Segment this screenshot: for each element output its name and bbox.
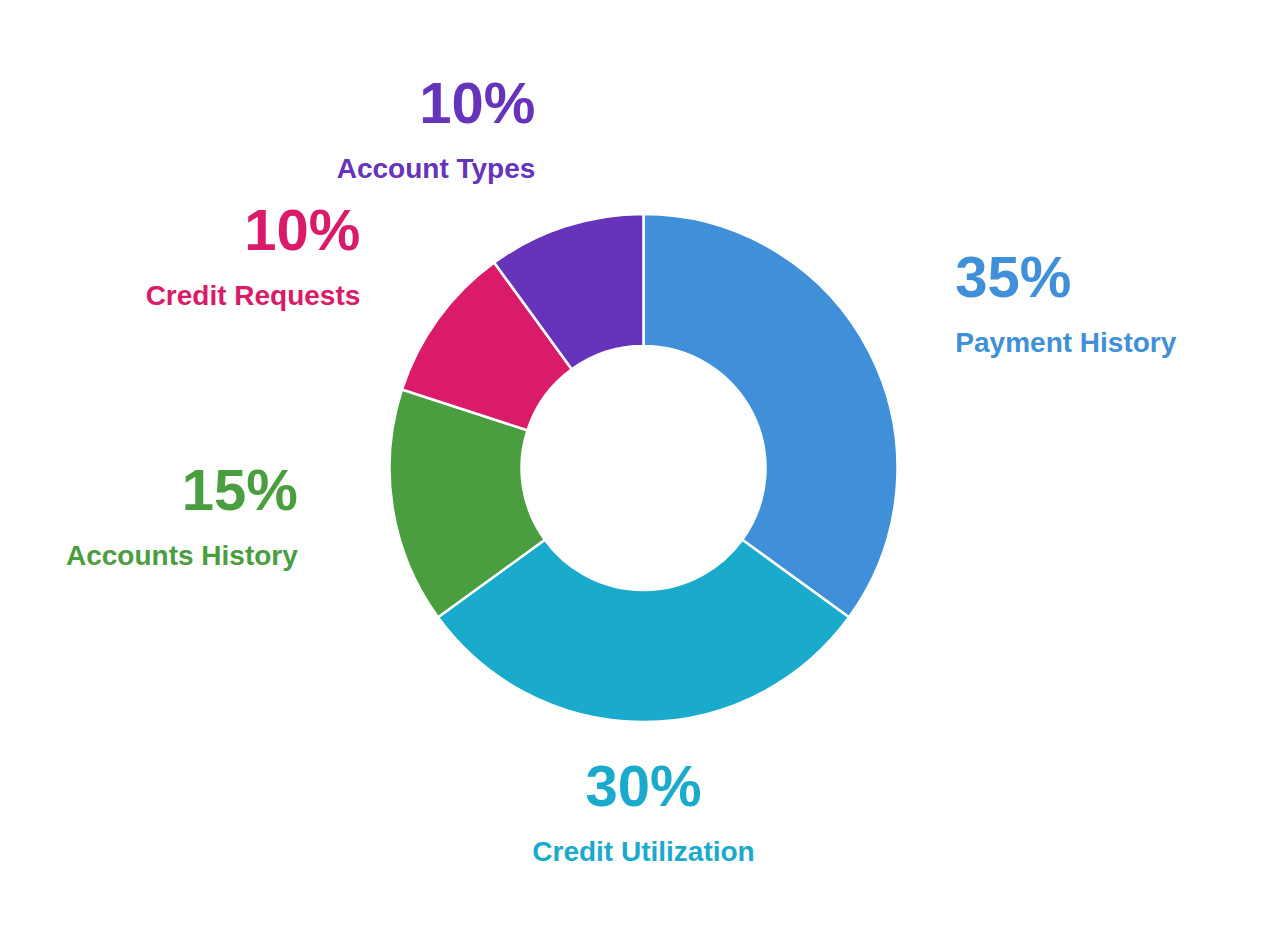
svg-text:Payment History: Payment History <box>955 327 1176 358</box>
svg-text:30%: 30% <box>585 753 701 818</box>
svg-text:10%: 10% <box>419 70 535 135</box>
svg-text:15%: 15% <box>182 457 298 522</box>
svg-text:Accounts History: Accounts History <box>66 540 298 571</box>
svg-text:Credit Utilization: Credit Utilization <box>532 836 754 867</box>
svg-text:Account Types: Account Types <box>337 153 536 184</box>
svg-text:35%: 35% <box>955 244 1071 309</box>
svg-text:Credit Requests: Credit Requests <box>146 280 361 311</box>
svg-text:10%: 10% <box>244 197 360 262</box>
